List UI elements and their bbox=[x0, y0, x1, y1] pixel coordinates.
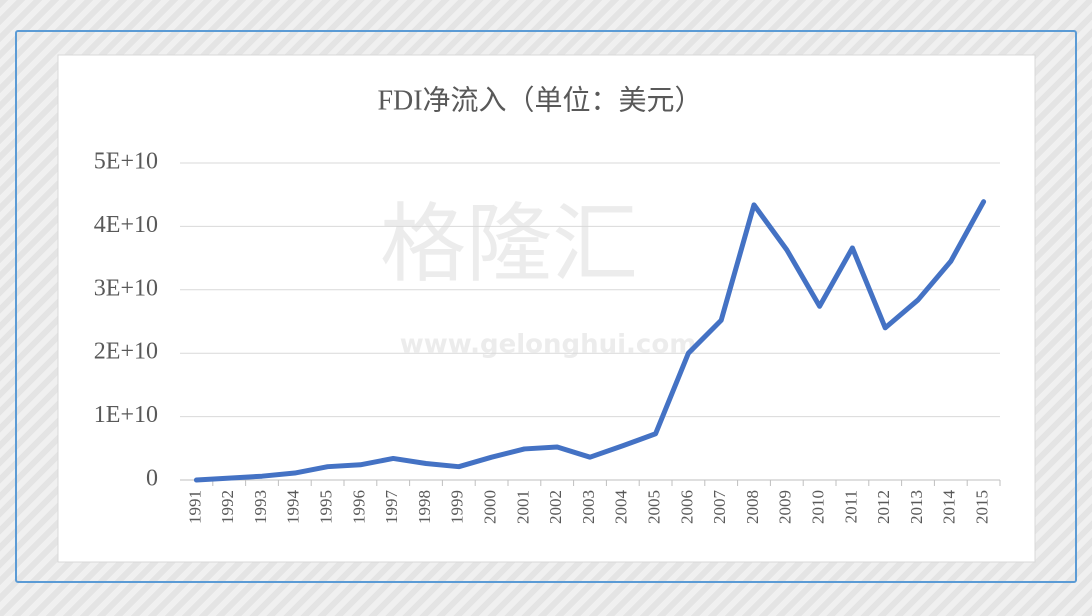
x-tick-label: 2004 bbox=[612, 490, 631, 525]
x-tick-label: 2001 bbox=[513, 490, 532, 524]
x-tick-label: 2007 bbox=[710, 490, 729, 525]
x-tick-label: 2011 bbox=[841, 490, 860, 523]
y-tick-label: 4E+10 bbox=[94, 212, 158, 238]
y-tick-label: 2E+10 bbox=[94, 339, 158, 365]
x-tick-label: 1997 bbox=[382, 490, 401, 525]
x-tick-label: 2010 bbox=[809, 490, 828, 524]
x-tick-label: 2013 bbox=[907, 490, 926, 524]
x-tick-label: 2012 bbox=[874, 490, 893, 524]
x-tick-label: 2009 bbox=[776, 490, 795, 524]
x-tick-label: 1999 bbox=[448, 490, 467, 524]
x-tick-label: 1998 bbox=[415, 490, 434, 524]
x-tick-label: 1993 bbox=[251, 490, 270, 524]
x-tick-label: 2000 bbox=[481, 490, 500, 524]
x-tick-label: 1991 bbox=[185, 490, 204, 524]
watermark-url: www.gelonghui.com bbox=[400, 330, 697, 360]
x-tick-label: 2014 bbox=[940, 490, 959, 525]
frame bbox=[15, 30, 1077, 583]
x-tick-label: 1994 bbox=[284, 490, 303, 525]
chart-panel bbox=[57, 54, 1036, 563]
x-tick-label: 2005 bbox=[645, 490, 664, 524]
x-tick-label: 2006 bbox=[677, 490, 696, 524]
x-tick-label: 2015 bbox=[973, 490, 992, 524]
x-tick-label: 2008 bbox=[743, 490, 762, 524]
y-tick-label: 0 bbox=[146, 466, 158, 492]
watermark-logo: 格隆汇 bbox=[380, 194, 638, 294]
x-tick-label: 2003 bbox=[579, 490, 598, 524]
y-tick-label: 5E+10 bbox=[94, 149, 158, 175]
chart-title: FDI净流入（单位：美元） bbox=[377, 84, 702, 116]
x-tick-label: 2002 bbox=[546, 490, 565, 524]
x-tick-label: 1992 bbox=[218, 490, 237, 524]
x-tick-label: 1996 bbox=[349, 490, 368, 524]
y-tick-label: 1E+10 bbox=[94, 402, 158, 428]
y-tick-label: 3E+10 bbox=[94, 275, 158, 301]
line bbox=[193, 199, 987, 483]
x-tick-label: 1995 bbox=[317, 490, 336, 524]
